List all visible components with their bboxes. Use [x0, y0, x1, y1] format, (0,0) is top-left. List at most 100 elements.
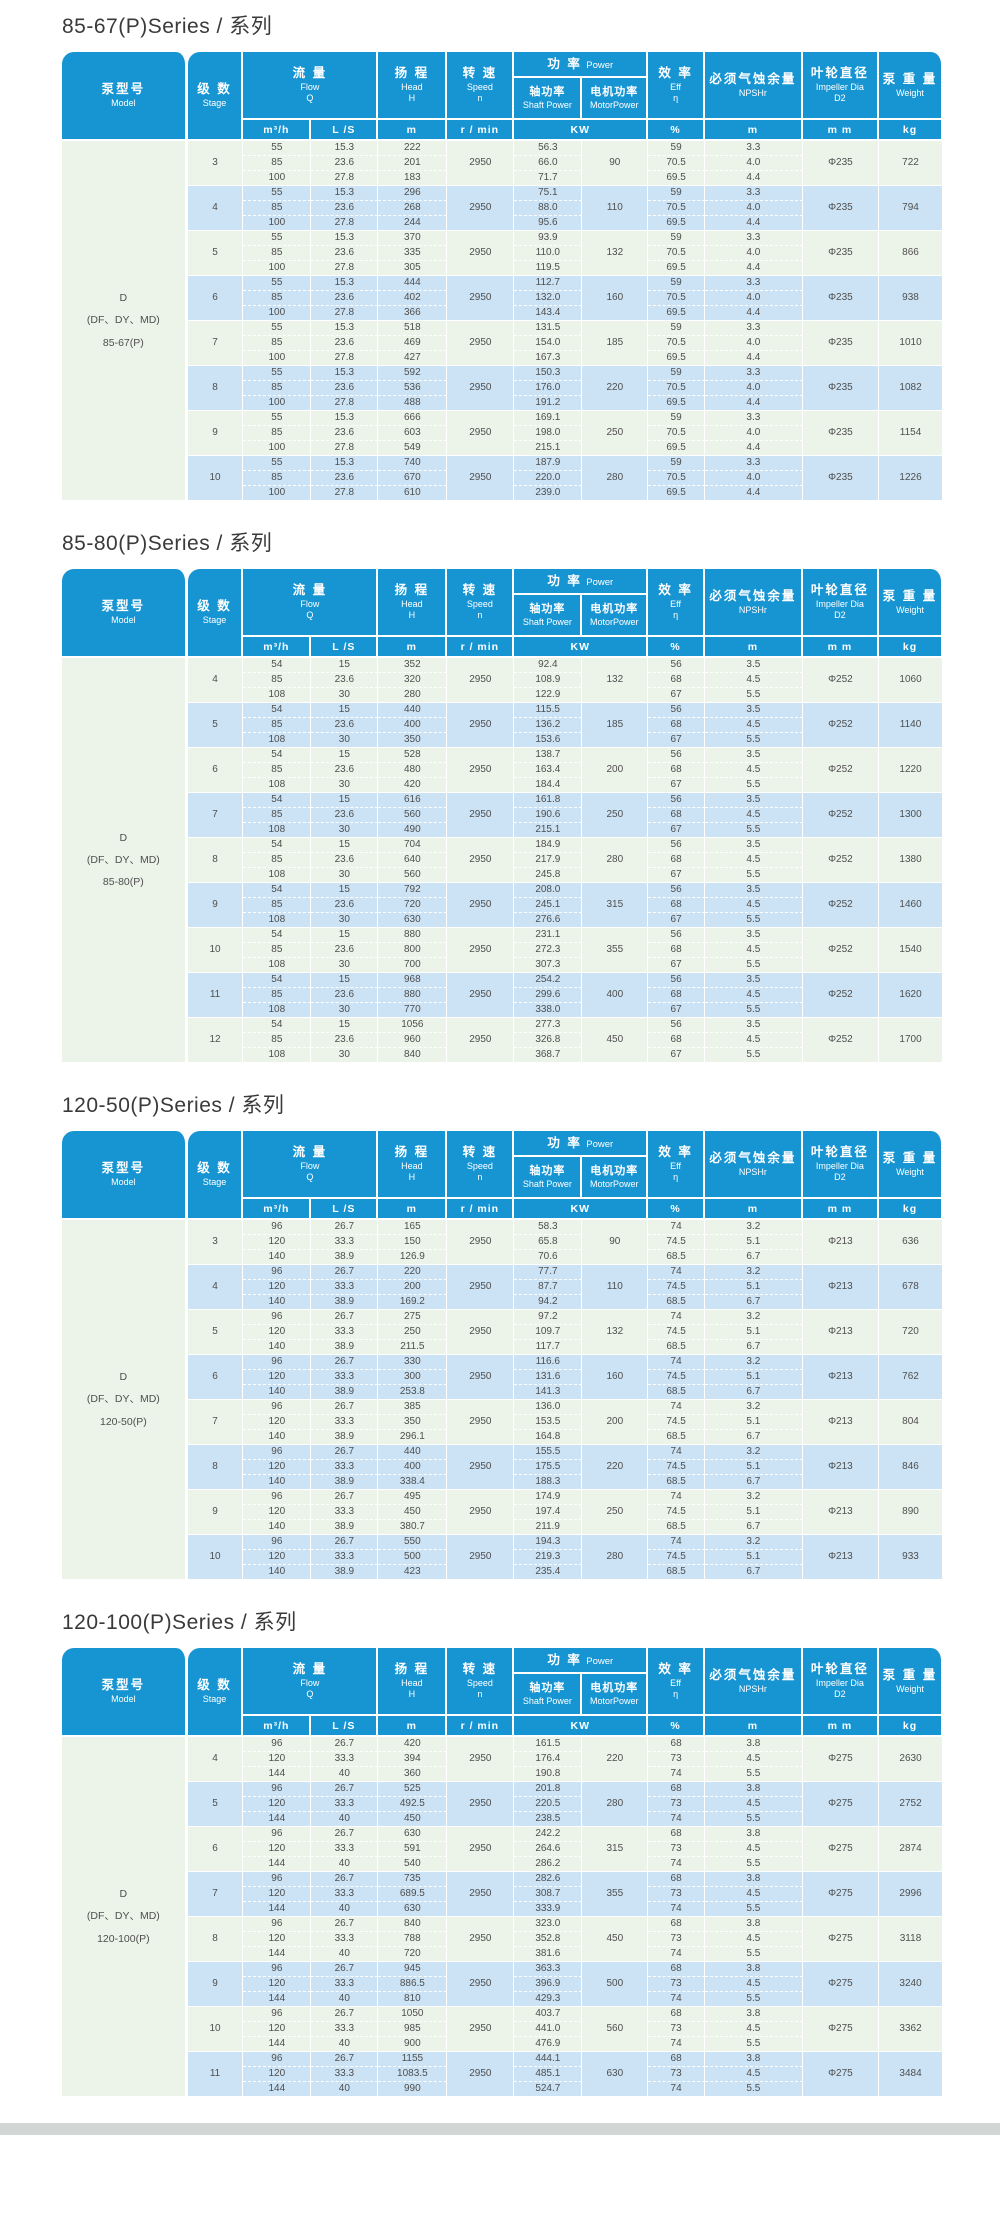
speed-cell: 2950	[447, 1265, 515, 1310]
head-cell: 610	[378, 486, 448, 501]
speed-cell: 2950	[447, 793, 515, 838]
unit-npshr: m	[704, 1199, 803, 1220]
motor-power-cell: 280	[582, 1782, 649, 1827]
eff-cell: 69.5	[648, 396, 705, 411]
eff-cell: 74.5	[648, 1460, 705, 1475]
flow-m3h-cell: 120	[243, 1887, 312, 1902]
head-cell: 360	[378, 1767, 448, 1782]
flow-m3h-cell: 54	[243, 838, 312, 853]
table-row: 85 23.6 536 176.0 70.5 4.0	[62, 381, 943, 396]
series-section-85-80: 85-80(P)Series / 系列 泵型号 Model 级 数 Stage 流 …	[62, 527, 952, 1063]
flow-ls-cell: 15.3	[311, 366, 379, 381]
flow-m3h-cell: 85	[243, 808, 312, 823]
flow-ls-cell: 40	[311, 1857, 379, 1872]
table-row: 108 30 560 245.8 67 5.5	[62, 868, 943, 883]
npshr-cell: 3.8	[704, 1782, 803, 1797]
head-cell: 300	[378, 1370, 448, 1385]
table-row: 10 96 26.7 1050 2950 403.7 560 68 3.8 Φ275 3362	[62, 2007, 943, 2052]
model-cell: D (DF、DY、MD) 120-100(P)	[62, 1737, 188, 2097]
shaft-power-cell: 194.3	[514, 1535, 583, 1550]
head-cell: 792	[378, 883, 448, 898]
flow-m3h-cell: 54	[243, 1018, 312, 1033]
table-row: 7 54 15 616 2950 161.8 250 56 3.5 Φ252 1300	[62, 793, 943, 838]
weight-cell: 1140	[879, 703, 943, 748]
flow-ls-cell: 23.6	[311, 336, 379, 351]
stage-cell: 4	[187, 1265, 244, 1310]
flow-m3h-cell: 100	[243, 306, 312, 321]
weight-cell: 636	[879, 1220, 943, 1265]
shaft-power-cell: 97.2	[514, 1310, 583, 1325]
speed-cell: 2950	[447, 1917, 515, 1962]
motor-power-cell: 315	[582, 1827, 649, 1872]
table-row: 85 23.6 880 299.6 68 4.5	[62, 988, 943, 1003]
stage-cell: 9	[187, 883, 244, 928]
impeller-cell: Φ213	[802, 1265, 880, 1310]
unit-head: m	[378, 1199, 448, 1220]
motor-power-cell: 450	[582, 1018, 649, 1063]
header-flow-cell: 流 量 Flow Q	[243, 1131, 379, 1199]
shaft-power-cell: 150.3	[514, 366, 583, 381]
header-speed-cell: 转 速 Speed n	[447, 569, 515, 637]
npshr-cell: 4.5	[704, 1752, 803, 1767]
npshr-cell: 4.5	[704, 943, 803, 958]
npshr-cell: 3.3	[704, 276, 803, 291]
eff-cell: 70.5	[648, 336, 705, 351]
weight-cell: 1460	[879, 883, 943, 928]
flow-m3h-cell: 100	[243, 351, 312, 366]
table-row: 120 33.3 200 87.7 74.5 5.1	[62, 1280, 943, 1295]
eff-cell: 68	[648, 1962, 705, 1977]
eff-cell: 68	[648, 898, 705, 913]
flow-ls-cell: 40	[311, 1767, 379, 1782]
shaft-power-cell: 117.7	[514, 1340, 583, 1355]
flow-ls-cell: 26.7	[311, 1490, 379, 1505]
head-cell: 423	[378, 1565, 448, 1580]
table-row: 140 38.9 253.8 141.3 68.5 6.7	[62, 1385, 943, 1400]
stage-cell: 8	[187, 1445, 244, 1490]
npshr-cell: 3.2	[704, 1310, 803, 1325]
table-row: 140 38.9 126.9 70.6 68.5 6.7	[62, 1250, 943, 1265]
head-cell: 500	[378, 1550, 448, 1565]
flow-ls-cell: 38.9	[311, 1250, 379, 1265]
eff-cell: 74	[648, 1767, 705, 1782]
impeller-cell: Φ275	[802, 2052, 880, 2097]
flow-m3h-cell: 85	[243, 336, 312, 351]
stage-cell: 8	[187, 1917, 244, 1962]
flow-ls-cell: 23.6	[311, 943, 379, 958]
flow-m3h-cell: 85	[243, 426, 312, 441]
npshr-cell: 5.5	[704, 1767, 803, 1782]
impeller-cell: Φ213	[802, 1220, 880, 1265]
head-cell: 420	[378, 1737, 448, 1752]
table-row: 140 38.9 338.4 188.3 68.5 6.7	[62, 1475, 943, 1490]
flow-m3h-cell: 85	[243, 988, 312, 1003]
head-cell: 1155	[378, 2052, 448, 2067]
flow-m3h-cell: 120	[243, 1415, 312, 1430]
eff-cell: 56	[648, 883, 705, 898]
flow-m3h-cell: 108	[243, 1048, 312, 1063]
impeller-cell: Φ235	[802, 366, 880, 411]
impeller-cell: Φ252	[802, 1018, 880, 1063]
npshr-cell: 4.4	[704, 396, 803, 411]
eff-cell: 68.5	[648, 1250, 705, 1265]
unit-weight: kg	[879, 120, 943, 141]
npshr-cell: 3.8	[704, 1737, 803, 1752]
table-row: 100 27.8 427 167.3 69.5 4.4	[62, 351, 943, 366]
head-cell: 220	[378, 1265, 448, 1280]
npshr-cell: 6.7	[704, 1520, 803, 1535]
head-cell: 518	[378, 321, 448, 336]
table-row: 108 30 700 307.3 67 5.5	[62, 958, 943, 973]
motor-power-cell: 355	[582, 1872, 649, 1917]
impeller-cell: Φ275	[802, 1827, 880, 1872]
flow-ls-cell: 38.9	[311, 1565, 379, 1580]
npshr-cell: 3.5	[704, 658, 803, 673]
stage-cell: 9	[187, 1962, 244, 2007]
flow-ls-cell: 38.9	[311, 1520, 379, 1535]
motor-power-cell: 315	[582, 883, 649, 928]
weight-cell: 762	[879, 1355, 943, 1400]
section-title: 85-67(P)Series / 系列	[62, 15, 273, 38]
flow-m3h-cell: 96	[243, 1490, 312, 1505]
flow-ls-cell: 23.6	[311, 1033, 379, 1048]
header-npshr-cell: 必须气蚀余量 NPSHr	[704, 569, 803, 637]
impeller-cell: Φ252	[802, 883, 880, 928]
eff-cell: 68	[648, 718, 705, 733]
npshr-cell: 4.0	[704, 336, 803, 351]
